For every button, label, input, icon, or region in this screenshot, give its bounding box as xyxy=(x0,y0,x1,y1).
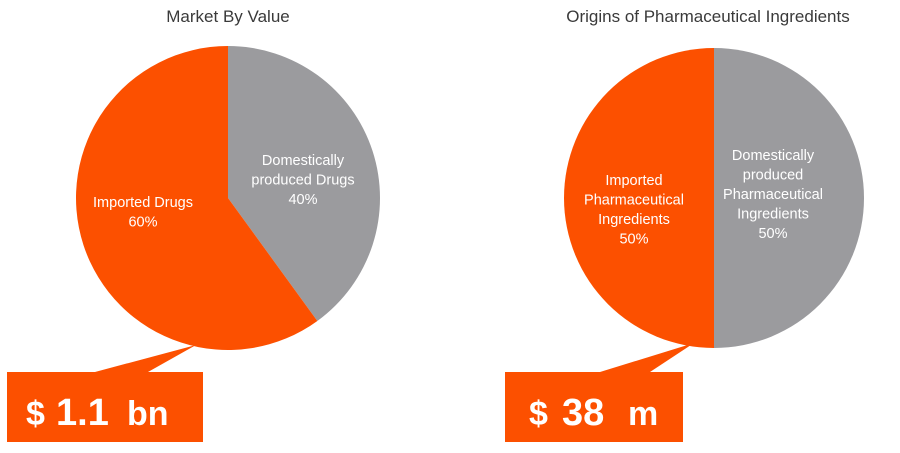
slice-label-line: Domestically xyxy=(732,148,815,164)
value-callout: $38 m xyxy=(505,343,694,442)
slice-label-line: 40% xyxy=(288,192,317,208)
callout-number: 38 xyxy=(562,392,604,434)
slice-label: Imported Drugs 60% xyxy=(93,195,193,231)
pie-slice xyxy=(75,46,318,351)
callout-unit: m xyxy=(628,395,658,433)
slice-label-line: 50% xyxy=(619,232,648,248)
slice-label-line: Ingredients xyxy=(598,212,670,228)
pie-chart-origins-of-ingredients: Origins of Pharmaceutical Ingredients Do… xyxy=(505,7,864,442)
slice-label: Domestically produced Pharmaceutical Ingred… xyxy=(723,148,823,242)
slice-label-line: 50% xyxy=(758,226,787,242)
slice-label-line: Imported xyxy=(605,173,662,189)
value-callout: $1.1 bn xyxy=(7,345,203,442)
slice-labels: Domestically produced Pharmaceutical Ingred… xyxy=(584,148,823,248)
callout-pointer xyxy=(600,343,694,372)
callout-pointer xyxy=(95,345,196,372)
slice-label-line: Domestically xyxy=(262,153,345,169)
slice-label-line: 60% xyxy=(128,215,157,231)
pie-slices xyxy=(564,48,864,348)
chart-title: Market By Value xyxy=(166,7,289,26)
callout-box xyxy=(505,372,683,442)
slice-labels: Domestically produced Drugs 40% Imported Dr… xyxy=(93,153,355,231)
pie-slice xyxy=(714,48,864,348)
callout-number: 1.1 xyxy=(56,392,109,434)
callout-currency: $ xyxy=(529,395,548,433)
pie-chart-market-by-value: Market By Value Domestically produced Dru… xyxy=(7,7,380,442)
slice-label: Imported Pharmaceutical Ingredients 50% xyxy=(584,173,684,248)
callout-currency: $ xyxy=(26,395,45,433)
pie-slices xyxy=(75,46,380,351)
slice-label-line: produced xyxy=(743,168,803,184)
slice-label-line: Imported Drugs xyxy=(93,195,193,211)
pie-slice xyxy=(228,46,380,321)
callout-unit: bn xyxy=(127,395,169,433)
pie-slice xyxy=(564,48,714,348)
slice-label-line: Pharmaceutical xyxy=(723,187,823,203)
slice-label-line: Ingredients xyxy=(737,207,809,223)
slice-label: Domestically produced Drugs 40% xyxy=(251,153,354,208)
slice-label-line: produced Drugs xyxy=(251,173,354,189)
chart-title: Origins of Pharmaceutical Ingredients xyxy=(566,7,849,26)
callout-box xyxy=(7,372,203,442)
slice-label-line: Pharmaceutical xyxy=(584,193,684,209)
